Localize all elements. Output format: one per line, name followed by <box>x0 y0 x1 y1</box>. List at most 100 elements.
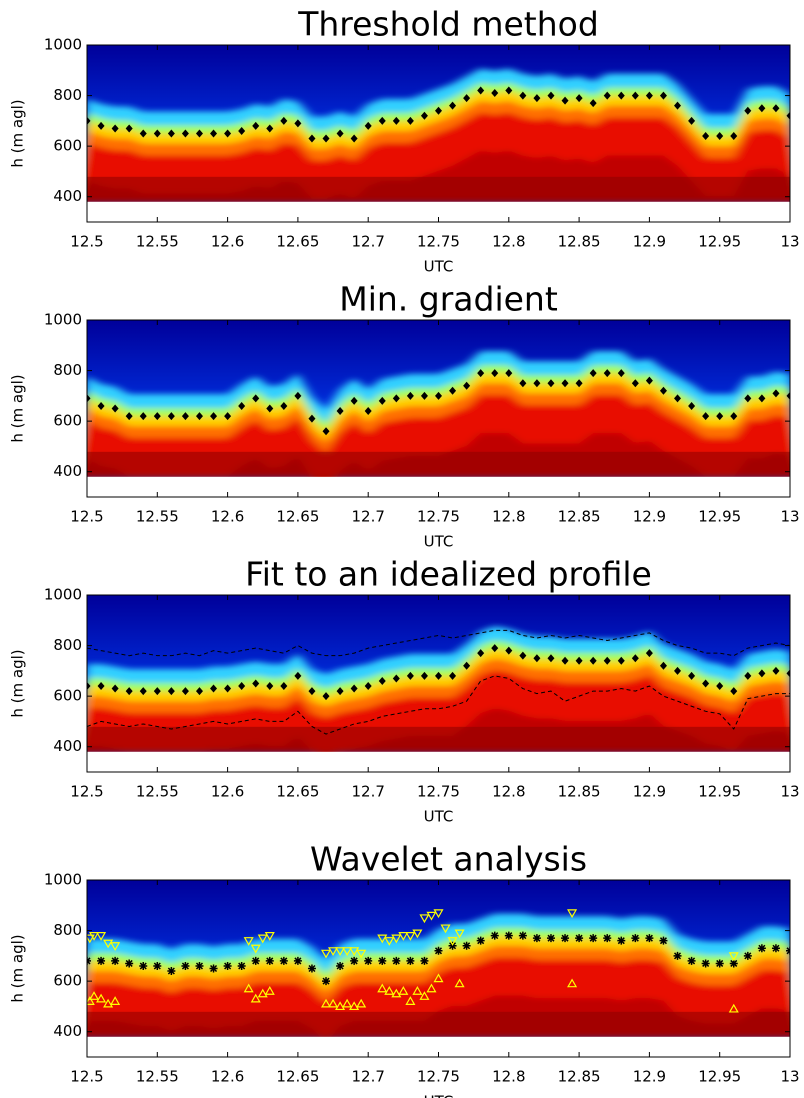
point <box>575 379 583 388</box>
point <box>433 973 444 983</box>
point <box>533 654 541 663</box>
x-tick-label: 12.7 <box>351 783 384 801</box>
x-tick-label: 12.6 <box>211 233 244 251</box>
floor-shade <box>87 726 790 752</box>
point <box>195 129 203 138</box>
point <box>153 687 161 696</box>
point <box>335 947 346 957</box>
point <box>195 687 203 696</box>
point <box>195 961 204 970</box>
point <box>491 89 499 98</box>
x-tick-label: 12.55 <box>136 508 179 526</box>
point <box>435 391 442 400</box>
point <box>264 932 275 941</box>
point <box>701 959 710 968</box>
x-tick-label: 12.8 <box>492 783 525 801</box>
x-tick-label: 12.9 <box>633 1068 666 1086</box>
x-tick-label: 12.85 <box>558 233 601 251</box>
point <box>210 129 218 138</box>
point <box>378 676 386 685</box>
point <box>336 687 344 696</box>
x-tick-label: 12.65 <box>276 508 319 526</box>
point <box>125 959 134 968</box>
y-axis-label: h (m agl) <box>9 99 27 167</box>
y-tick-label: 800 <box>53 636 82 654</box>
point <box>728 952 739 962</box>
point <box>561 934 570 943</box>
point <box>294 671 302 680</box>
y-tick-label: 600 <box>53 687 82 705</box>
point <box>547 379 555 388</box>
point <box>210 684 218 693</box>
point <box>224 412 232 421</box>
y-tick-label: 800 <box>53 86 82 104</box>
point <box>110 942 121 951</box>
y-tick-label: 400 <box>53 737 82 755</box>
x-tick-label: 12.55 <box>136 233 179 251</box>
point <box>97 682 105 691</box>
no-data <box>87 201 790 222</box>
point <box>251 956 260 965</box>
point <box>342 947 353 957</box>
x-tick-label: 13 <box>780 233 799 251</box>
point <box>688 671 696 680</box>
point <box>252 121 260 130</box>
point <box>210 412 218 421</box>
y-tick-label: 800 <box>53 361 82 379</box>
x-tick-label: 12.8 <box>492 508 525 526</box>
x-tick-label: 13 <box>780 1068 799 1086</box>
point <box>412 986 423 995</box>
x-tick-label: 12.5 <box>70 508 103 526</box>
x-tick-label: 12.6 <box>211 508 244 526</box>
point <box>440 924 451 934</box>
point <box>744 106 752 115</box>
point <box>716 132 724 141</box>
point <box>463 661 471 670</box>
point <box>645 649 653 658</box>
floor-shade <box>87 176 790 202</box>
point <box>350 956 359 965</box>
point <box>477 86 485 95</box>
point <box>645 91 653 100</box>
point <box>449 671 457 680</box>
point <box>617 936 626 945</box>
point <box>659 386 667 395</box>
panel: Wavelet analysis 12.5 12.55 12.6 12.65 12.7 12… <box>9 840 800 1098</box>
point <box>322 977 331 986</box>
point <box>505 86 513 95</box>
point <box>111 684 119 693</box>
x-tick-label: 12.6 <box>211 1068 244 1086</box>
point <box>181 412 189 421</box>
point <box>139 412 147 421</box>
point <box>391 934 402 944</box>
point <box>280 116 288 125</box>
point <box>477 649 485 658</box>
heatmap <box>87 320 790 497</box>
point <box>744 394 752 403</box>
point <box>659 91 667 100</box>
point <box>87 934 95 944</box>
point <box>87 682 91 691</box>
floor-shade <box>87 451 790 477</box>
no-data <box>87 1036 790 1057</box>
point <box>603 934 612 943</box>
point <box>420 956 429 965</box>
point <box>111 124 119 133</box>
point <box>266 404 274 413</box>
point <box>111 956 120 965</box>
point <box>730 412 738 421</box>
point <box>250 944 261 954</box>
point <box>674 666 682 675</box>
point <box>434 946 443 955</box>
point <box>377 934 388 944</box>
point <box>378 396 386 405</box>
point <box>224 129 232 138</box>
point <box>420 111 428 120</box>
point <box>673 951 682 960</box>
point <box>139 961 148 970</box>
y-tick-label: 600 <box>53 412 82 430</box>
point <box>505 369 513 378</box>
point <box>617 656 625 665</box>
x-tick-label: 12.75 <box>417 783 460 801</box>
point <box>265 956 274 965</box>
